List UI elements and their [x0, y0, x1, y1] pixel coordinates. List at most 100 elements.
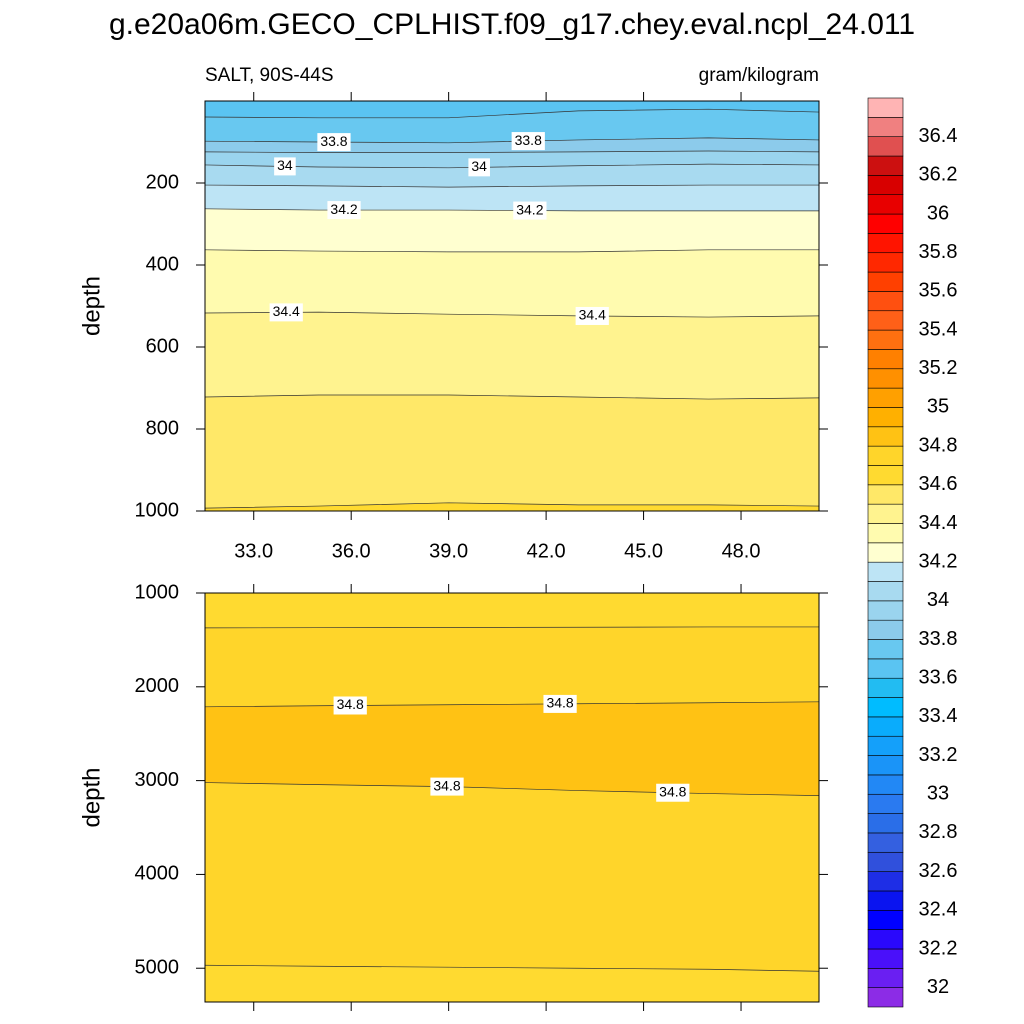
contour-fill: [204, 626, 820, 708]
colorbar-box: [867, 542, 904, 563]
colorbar-label: 33.4: [919, 705, 958, 727]
contour-line: [204, 964, 820, 972]
colorbar-box: [867, 755, 904, 776]
colorbar-box: [867, 581, 904, 602]
contour-fill: [204, 782, 820, 972]
y-tick-label: 3000: [135, 769, 180, 791]
colorbar-box: [867, 793, 904, 814]
contour-line: [204, 782, 820, 796]
y-tick-label: 1000: [135, 499, 180, 521]
colorbar-label: 33.6: [919, 666, 958, 688]
colorbar-box: [867, 639, 904, 660]
contour-label: 34: [277, 157, 293, 173]
subtitle-right: gram/kilogram: [699, 65, 819, 86]
colorbar-label: 35.4: [919, 318, 958, 340]
colorbar-box: [867, 155, 904, 176]
contour-label-group: 34.8: [656, 783, 690, 802]
x-tick-label: 36.0: [332, 540, 371, 562]
subtitle-left: SALT, 90S-44S: [205, 65, 334, 86]
colorbar-box: [867, 561, 904, 582]
contour-label-group: 34: [274, 157, 296, 176]
x-tick-label: 42.0: [527, 540, 566, 562]
contour-line: [204, 701, 820, 708]
contour-label-bg: [575, 306, 609, 325]
y-tick-label: 4000: [135, 863, 180, 885]
colorbar-box: [867, 677, 904, 698]
colorbar-label: 34: [927, 589, 949, 611]
contour-label: 34.8: [546, 695, 573, 711]
colorbar-box: [867, 813, 904, 834]
colorbar-box: [867, 175, 904, 196]
contour-label: 34.2: [516, 201, 543, 217]
colorbar-box: [867, 968, 904, 988]
y-tick-label: 600: [146, 335, 179, 357]
contour-label-group: 33.8: [317, 133, 351, 152]
colorbar-box: [867, 484, 904, 505]
colorbar-box: [867, 233, 904, 254]
colorbar-box: [867, 445, 904, 466]
contour-fill: [204, 964, 820, 1003]
contour-label-bg: [468, 158, 490, 177]
y-axis-label: depth: [78, 767, 105, 827]
x-tick-label: 39.0: [429, 540, 468, 562]
contour-fill: [204, 701, 820, 796]
colorbar-box: [867, 368, 904, 389]
colorbar-box: [867, 774, 904, 795]
colorbar-label: 32: [927, 976, 949, 998]
plot-frame: [204, 100, 820, 512]
contour-fill: [204, 184, 820, 212]
x-tick-label: 33.0: [234, 540, 273, 562]
colorbar-box: [867, 929, 904, 950]
colorbar-box: [867, 871, 904, 892]
y-tick-label: 5000: [135, 957, 180, 979]
colorbar-box: [867, 329, 904, 350]
colorbar-box: [867, 349, 904, 370]
contour-label-bg: [543, 694, 577, 713]
colorbar-box: [867, 291, 904, 312]
contour-label-bg: [317, 133, 351, 152]
contour-label-bg: [327, 201, 361, 220]
contour-line: [204, 502, 820, 509]
contour-label: 34.8: [337, 696, 364, 712]
contour-label-bg: [656, 783, 690, 802]
colorbar-label: 32.8: [919, 821, 958, 843]
y-tick-label: 2000: [135, 675, 180, 697]
colorbar-box: [867, 503, 904, 524]
colorbar-box: [867, 832, 904, 853]
colorbar-box: [867, 117, 904, 137]
y-tick-label: 400: [146, 253, 179, 275]
contour-label: 34.8: [659, 783, 686, 799]
y-axis-label: depth: [78, 276, 105, 336]
plot-frame: [204, 592, 820, 1003]
contour-fill: [204, 208, 820, 253]
colorbar-label: 36.4: [919, 125, 958, 147]
contour-label-group: 34.4: [575, 306, 609, 325]
colorbar-box: [867, 523, 904, 544]
x-tick-label: 45.0: [624, 540, 663, 562]
colorbar-box: [867, 851, 904, 872]
colorbar-box: [867, 252, 904, 273]
colorbar-box: [867, 600, 904, 621]
colorbar-box: [867, 909, 904, 930]
colorbar-label: 35.2: [919, 357, 958, 379]
colorbar-label: 33.8: [919, 628, 958, 650]
contour-fill: [204, 592, 820, 629]
colorbar-label: 33: [927, 783, 949, 805]
y-tick-label: 1000: [135, 581, 180, 603]
colorbar-label: 32.4: [919, 899, 958, 921]
colorbar-box: [867, 987, 904, 1008]
contour-label: 34.8: [433, 777, 460, 793]
y-tick-label: 200: [146, 171, 179, 193]
colorbar-box: [867, 716, 904, 737]
colorbar-label: 35.8: [919, 241, 958, 263]
colorbar-box: [867, 271, 904, 292]
colorbar-label: 34.2: [919, 550, 958, 572]
colorbar-label: 36.2: [919, 164, 958, 186]
colorbar-box: [867, 948, 904, 969]
colorbar-label: 33.2: [919, 744, 958, 766]
contour-label-group: 34.8: [333, 696, 367, 715]
colorbar-label: 35.6: [919, 280, 958, 302]
colorbar-box: [867, 465, 904, 486]
contour-label-group: 34.8: [430, 777, 464, 796]
contour-line: [204, 249, 819, 253]
